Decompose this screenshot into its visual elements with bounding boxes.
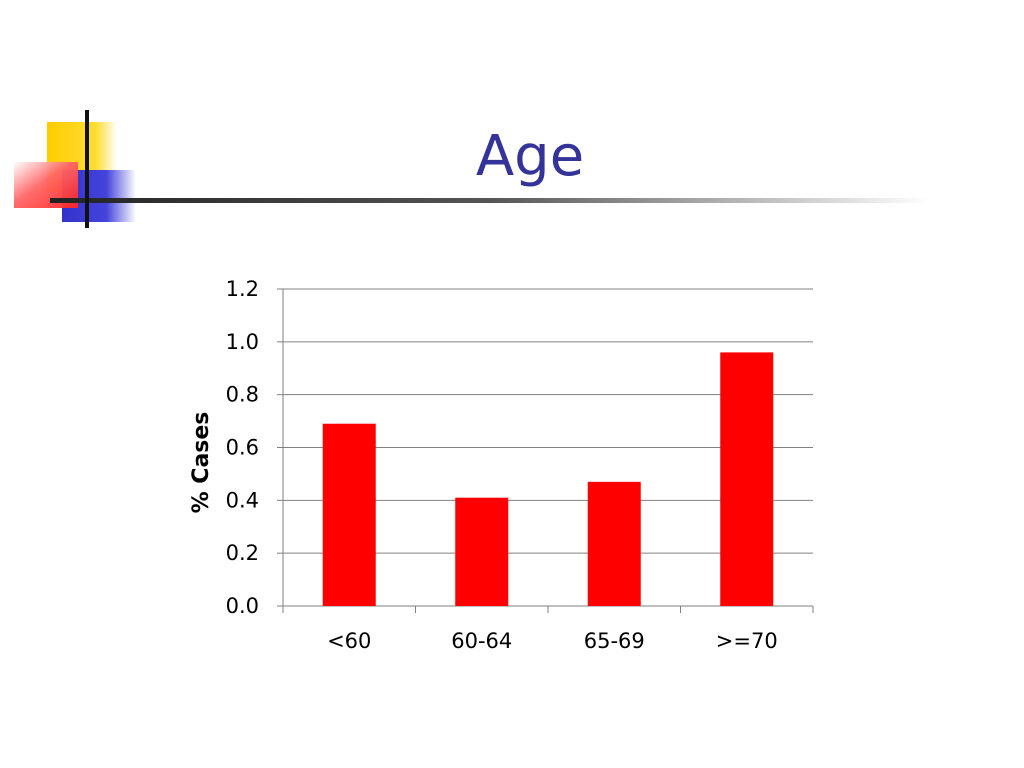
x-category-label: >=70 bbox=[716, 629, 778, 653]
y-tick-label: 0.4 bbox=[226, 488, 259, 512]
y-tick-label: 0.8 bbox=[226, 383, 259, 407]
deco-vertical-line bbox=[85, 110, 89, 228]
slide-title: Age bbox=[475, 124, 585, 189]
bar bbox=[587, 481, 641, 606]
y-tick-label: 1.0 bbox=[226, 330, 259, 354]
y-tick-label: 0.0 bbox=[226, 594, 259, 618]
y-tick-label: 1.2 bbox=[226, 277, 259, 301]
y-tick-label: 0.6 bbox=[226, 436, 259, 460]
y-axis-label: % Cases bbox=[189, 412, 214, 514]
bar bbox=[455, 497, 509, 606]
deco-horizontal-line bbox=[50, 198, 930, 203]
x-category-label: 65-69 bbox=[584, 629, 645, 653]
bar bbox=[322, 423, 376, 606]
x-category-label: <60 bbox=[327, 629, 371, 653]
x-category-label: 60-64 bbox=[451, 629, 512, 653]
y-tick-label: 0.2 bbox=[226, 541, 259, 565]
decorative-squares bbox=[14, 110, 930, 228]
bar bbox=[720, 352, 774, 606]
bar-chart: 0.0 0.2 0.4 0.6 0.8 1.0 1.2 <60 60-64 65-69 >=70 % … bbox=[189, 277, 814, 653]
